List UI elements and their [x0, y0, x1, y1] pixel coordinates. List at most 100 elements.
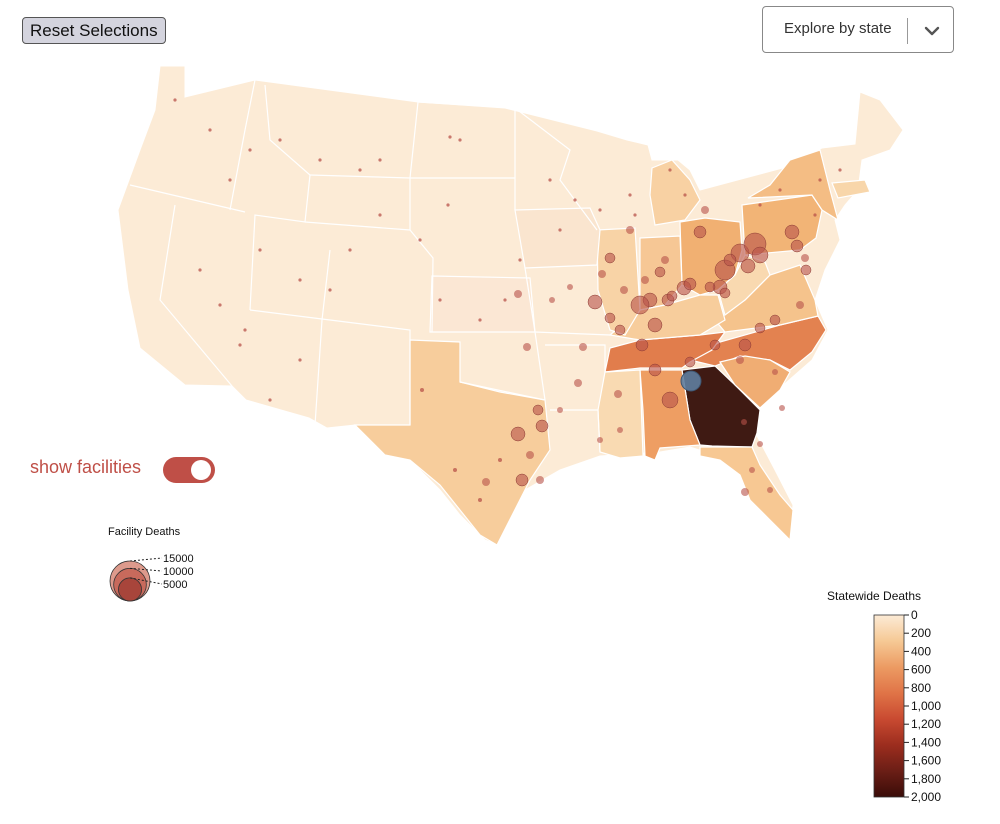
- facility-dot[interactable]: [348, 248, 352, 252]
- facility-dot[interactable]: [378, 213, 382, 217]
- facility-dot[interactable]: [218, 303, 222, 307]
- facility-dot[interactable]: [620, 286, 628, 294]
- facility-dot[interactable]: [784, 224, 800, 240]
- facility-dot[interactable]: [666, 290, 678, 302]
- facility-dot[interactable]: [510, 426, 526, 442]
- facility-dot[interactable]: [767, 487, 773, 493]
- facility-dot[interactable]: [549, 297, 555, 303]
- facility-dot[interactable]: [709, 339, 721, 351]
- facility-dot[interactable]: [579, 343, 587, 351]
- facility-dot[interactable]: [604, 252, 616, 264]
- state-florida[interactable]: [699, 446, 794, 542]
- facility-dot[interactable]: [448, 135, 452, 139]
- facility-dot[interactable]: [661, 256, 669, 264]
- facility-dot[interactable]: [626, 226, 634, 234]
- state-kansas[interactable]: [429, 275, 536, 333]
- facility-dot[interactable]: [598, 270, 606, 278]
- facility-dot[interactable]: [790, 239, 804, 253]
- facility-dot[interactable]: [548, 178, 552, 182]
- state-texas[interactable]: [353, 339, 551, 546]
- facility-dot[interactable]: [749, 467, 755, 473]
- facility-dot[interactable]: [704, 281, 716, 293]
- facility-dot[interactable]: [378, 158, 382, 162]
- facility-dot[interactable]: [723, 253, 737, 267]
- facility-dot[interactable]: [779, 405, 785, 411]
- facility-dot[interactable]: [757, 441, 763, 447]
- facility-dot[interactable]: [754, 322, 766, 334]
- facility-dot[interactable]: [228, 178, 232, 182]
- facility-dot[interactable]: [668, 168, 672, 172]
- facility-dot[interactable]: [769, 314, 781, 326]
- facility-dot[interactable]: [800, 264, 812, 276]
- facility-dot[interactable]: [536, 476, 544, 484]
- facility-dot[interactable]: [604, 312, 616, 324]
- state-michigan[interactable]: [649, 159, 701, 226]
- facility-dot[interactable]: [482, 478, 490, 486]
- facility-dot[interactable]: [587, 294, 603, 310]
- facility-dot[interactable]: [628, 193, 632, 197]
- facility-dot[interactable]: [641, 276, 649, 284]
- facility-dot[interactable]: [298, 278, 302, 282]
- facility-dot[interactable]: [818, 178, 822, 182]
- facility-dot[interactable]: [446, 203, 450, 207]
- facility-dot[interactable]: [738, 338, 752, 352]
- facility-dot[interactable]: [567, 284, 573, 290]
- facility-dot[interactable]: [647, 317, 663, 333]
- state-iowa[interactable]: [514, 207, 601, 269]
- facility-dot[interactable]: [515, 473, 529, 487]
- state-new-york[interactable]: [747, 149, 839, 222]
- facility-dot[interactable]: [458, 138, 462, 142]
- explore-by-state-select[interactable]: Explore by state: [762, 6, 954, 53]
- facility-dot[interactable]: [741, 419, 747, 425]
- facility-dot[interactable]: [635, 338, 649, 352]
- facility-dot[interactable]: [617, 427, 623, 433]
- facility-dot[interactable]: [801, 254, 809, 262]
- facility-dot[interactable]: [478, 498, 482, 502]
- facility-dot[interactable]: [614, 324, 626, 336]
- facility-dot[interactable]: [420, 388, 424, 392]
- facility-dot[interactable]: [358, 168, 362, 172]
- facility-dot[interactable]: [701, 206, 709, 214]
- show-facilities-toggle[interactable]: [163, 457, 215, 483]
- facility-dot[interactable]: [740, 258, 756, 274]
- state-south-carolina[interactable]: [719, 355, 791, 409]
- facility-dot[interactable]: [597, 437, 603, 443]
- facility-dot[interactable]: [574, 379, 582, 387]
- facility-dot[interactable]: [298, 358, 302, 362]
- state-mississippi[interactable]: [597, 369, 644, 459]
- facility-dot[interactable]: [661, 391, 679, 409]
- facility-dot[interactable]: [258, 248, 262, 252]
- facility-dot[interactable]: [526, 451, 534, 459]
- facility-dot[interactable]: [535, 419, 549, 433]
- facility-dot[interactable]: [438, 298, 442, 302]
- facility-dot[interactable]: [532, 404, 544, 416]
- facility-dot[interactable]: [736, 356, 744, 364]
- facility-dot[interactable]: [683, 193, 687, 197]
- facility-dot[interactable]: [173, 98, 177, 102]
- facility-dot[interactable]: [741, 488, 749, 496]
- facility-dot[interactable]: [248, 148, 252, 152]
- facility-dot[interactable]: [328, 288, 332, 292]
- facility-dot[interactable]: [268, 398, 272, 402]
- facility-dot[interactable]: [503, 298, 507, 302]
- facility-dot[interactable]: [278, 138, 282, 142]
- facility-dot[interactable]: [453, 468, 457, 472]
- facility-dot[interactable]: [557, 407, 563, 413]
- facility-dot[interactable]: [198, 268, 202, 272]
- facility-dot[interactable]: [751, 246, 769, 264]
- facility-dot[interactable]: [523, 343, 531, 351]
- facility-dot[interactable]: [498, 458, 502, 462]
- facility-dot[interactable]: [514, 290, 522, 298]
- chevron-down-icon[interactable]: [923, 24, 941, 42]
- facility-dot[interactable]: [478, 318, 482, 322]
- facility-dot[interactable]: [693, 225, 707, 239]
- selected-facility-dot[interactable]: [680, 370, 702, 392]
- facility-dot[interactable]: [208, 128, 212, 132]
- reset-selections-button[interactable]: Reset Selections: [22, 17, 166, 44]
- facility-dot[interactable]: [683, 277, 697, 291]
- facility-dot[interactable]: [778, 188, 782, 192]
- facility-dot[interactable]: [772, 369, 778, 375]
- facility-dot[interactable]: [813, 213, 817, 217]
- facility-dot[interactable]: [418, 238, 422, 242]
- state-massachusetts[interactable]: [831, 179, 871, 199]
